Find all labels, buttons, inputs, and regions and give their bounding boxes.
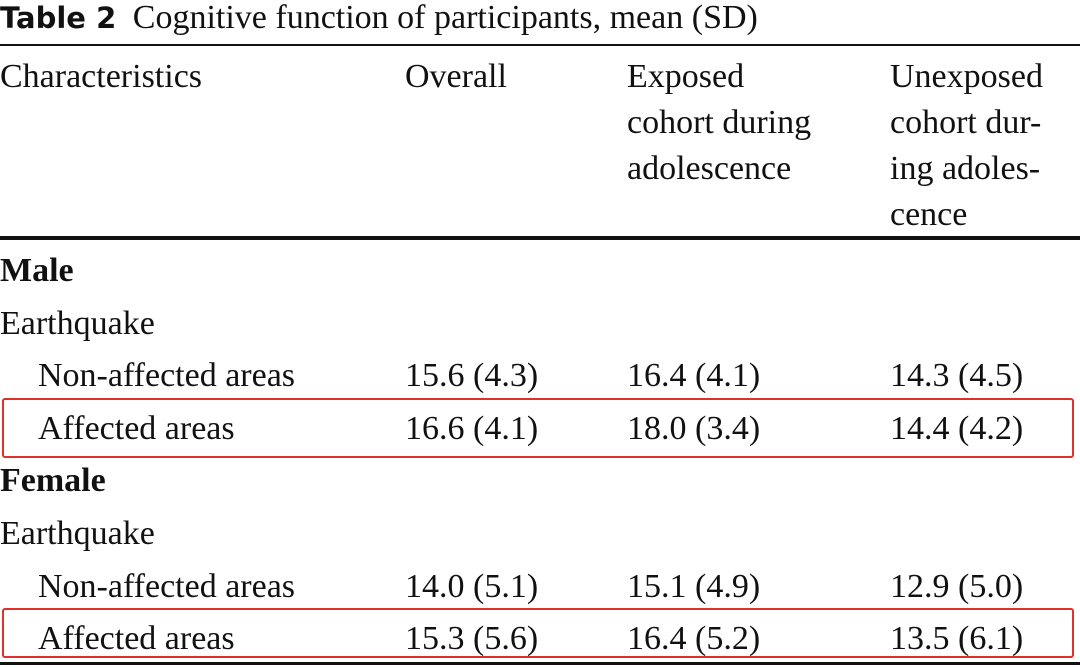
subheading: Earthquake xyxy=(0,515,155,552)
highlight-box xyxy=(2,397,1074,458)
value-cell: 15.3 (5.6) xyxy=(405,620,539,658)
header-cell: cohort dur- xyxy=(890,104,1042,141)
header-cell: adolescence xyxy=(627,150,792,187)
value-cell: 15.6 (4.3) xyxy=(405,357,539,395)
header-cell: ing adoles- xyxy=(890,150,1041,187)
section-heading: Female xyxy=(0,462,106,500)
row-label: Non-affected areas xyxy=(38,357,296,395)
header-cell: Unexposed xyxy=(890,58,1043,95)
row-label: Affected areas xyxy=(38,409,235,447)
table-title: Table 2 Cognitive function of participan… xyxy=(0,0,758,38)
value-cell: 12.9 (5.0) xyxy=(890,567,1024,605)
value-cell: 14.3 (4.5) xyxy=(890,357,1024,395)
header-cell: Exposed xyxy=(627,58,745,95)
value-cell: 16.4 (5.2) xyxy=(627,620,761,658)
header-cell: Overall xyxy=(405,58,507,95)
bottom-rule xyxy=(0,662,1080,665)
value-cell: 16.6 (4.1) xyxy=(405,409,539,447)
value-cell: 14.4 (4.2) xyxy=(890,409,1024,447)
subheading: Earthquake xyxy=(0,304,155,342)
top-rule xyxy=(0,44,1080,46)
value-cell: 15.1 (4.9) xyxy=(627,567,761,605)
header-rule xyxy=(0,236,1080,240)
header-cell: Characteristics xyxy=(0,58,203,95)
value-cell: 16.4 (4.1) xyxy=(627,357,761,395)
value-cell: 18.0 (3.4) xyxy=(627,409,761,447)
section-heading: Male xyxy=(0,252,74,289)
table-caption: Cognitive function of participants, mean… xyxy=(132,0,758,36)
row-label: Non-affected areas xyxy=(38,567,296,605)
header-cell: cence xyxy=(890,196,968,233)
row-label: Affected areas xyxy=(38,620,235,658)
table-label: Table 2 xyxy=(0,1,117,35)
value-cell: 13.5 (6.1) xyxy=(890,620,1024,658)
highlight-box xyxy=(2,608,1074,659)
header-cell: cohort during xyxy=(627,104,812,141)
value-cell: 14.0 (5.1) xyxy=(405,567,539,605)
